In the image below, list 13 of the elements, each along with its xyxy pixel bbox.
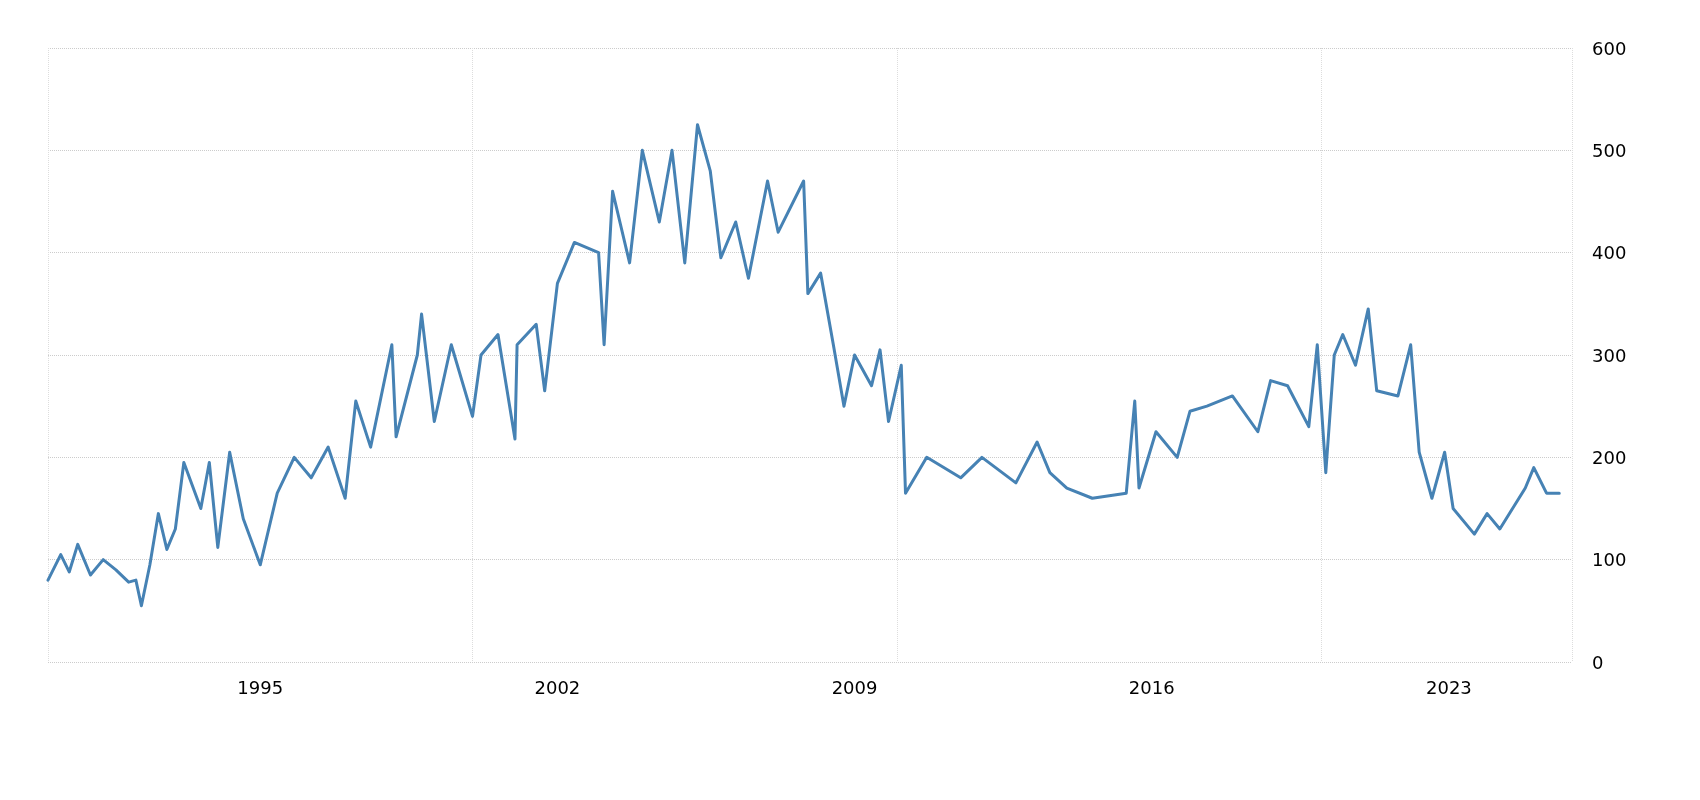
y-tick-label: 600 xyxy=(1592,37,1627,59)
y-tick-label: 100 xyxy=(1592,549,1627,571)
y-tick-label: 500 xyxy=(1592,139,1627,161)
y-tick-label: 0 xyxy=(1592,651,1604,673)
y-tick-label: 300 xyxy=(1592,344,1627,366)
x-tick-label: 1995 xyxy=(237,676,284,698)
y-tick-label: 400 xyxy=(1592,242,1627,264)
x-tick-label: 2009 xyxy=(831,676,878,698)
x-tick-label: 2016 xyxy=(1128,676,1175,698)
line-series xyxy=(46,123,1561,608)
y-tick-label: 200 xyxy=(1592,446,1627,468)
x-tick-label: 2023 xyxy=(1425,676,1472,698)
x-tick-label: 2002 xyxy=(534,676,581,698)
